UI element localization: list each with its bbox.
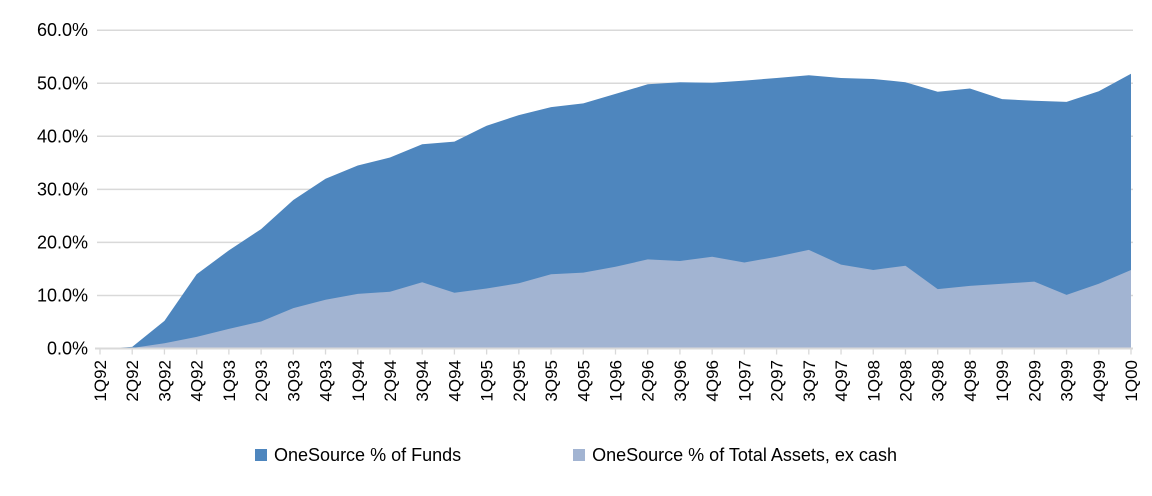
x-tick-label: 1Q92 <box>91 360 110 402</box>
x-tick-label: 4Q96 <box>703 360 722 402</box>
legend-item-funds: OneSource % of Funds <box>255 445 461 466</box>
y-tick-label: 50.0% <box>37 73 88 93</box>
x-tick-label: 4Q93 <box>317 360 336 402</box>
x-tick-label: 2Q99 <box>1025 360 1044 402</box>
x-tick-label: 3Q97 <box>800 360 819 402</box>
x-tick-label: 4Q92 <box>188 360 207 402</box>
x-tick-label: 2Q97 <box>768 360 787 402</box>
x-tick-label: 4Q98 <box>961 360 980 402</box>
legend-label: OneSource % of Total Assets, ex cash <box>592 444 897 465</box>
x-tick-label: 2Q92 <box>123 360 142 402</box>
x-tick-label: 3Q93 <box>284 360 303 402</box>
x-tick-label: 2Q94 <box>381 360 400 402</box>
x-tick-label: 1Q98 <box>864 360 883 402</box>
x-tick-label: 3Q95 <box>542 360 561 402</box>
chart-canvas: 0.0% 10.0% 20.0% 30.0% 40.0% 50.0% 60.0% 1Q92 2Q… <box>37 20 1141 402</box>
legend-item-assets: OneSource % of Total Assets, ex cash <box>573 445 897 466</box>
legend-swatch-icon <box>255 449 268 461</box>
x-tick-label: 1Q96 <box>607 360 626 402</box>
area-series-assets <box>100 249 1131 349</box>
x-tick-label: 3Q94 <box>413 360 432 402</box>
y-tick-label: 20.0% <box>37 232 88 252</box>
x-tick-label: 4Q94 <box>445 360 464 402</box>
x-tick-label: 3Q99 <box>1058 360 1077 402</box>
x-tick-label: 2Q95 <box>510 360 529 402</box>
x-tick-label: 3Q92 <box>155 360 174 402</box>
legend-swatch-icon <box>573 449 586 461</box>
x-tick-label: 1Q99 <box>993 360 1012 402</box>
y-tick-label: 0.0% <box>47 339 88 359</box>
x-tick-label: 1Q97 <box>735 360 754 402</box>
x-tick-label: 1Q93 <box>220 360 239 402</box>
y-tick-label: 60.0% <box>37 20 88 40</box>
x-tick-label: 2Q96 <box>639 360 658 402</box>
x-tick-label: 1Q00 <box>1122 360 1141 402</box>
x-tick-label: 4Q97 <box>832 360 851 402</box>
legend-label: OneSource % of Funds <box>274 444 462 465</box>
y-tick-label: 40.0% <box>37 126 88 146</box>
x-tick-label: 3Q98 <box>929 360 948 402</box>
x-tick-label: 2Q93 <box>252 360 271 402</box>
y-tick-label: 10.0% <box>37 285 88 305</box>
x-tick-label: 1Q94 <box>349 360 368 402</box>
chart-legend: OneSource % of Funds OneSource % of Total… <box>0 441 1152 469</box>
x-tick-label: 4Q99 <box>1090 360 1109 402</box>
x-tick-label: 4Q95 <box>574 360 593 402</box>
y-tick-label: 30.0% <box>37 179 88 199</box>
x-tick-label: 2Q98 <box>896 360 915 402</box>
x-tick-label: 3Q96 <box>671 360 690 402</box>
x-tick-label: 1Q95 <box>478 360 497 402</box>
